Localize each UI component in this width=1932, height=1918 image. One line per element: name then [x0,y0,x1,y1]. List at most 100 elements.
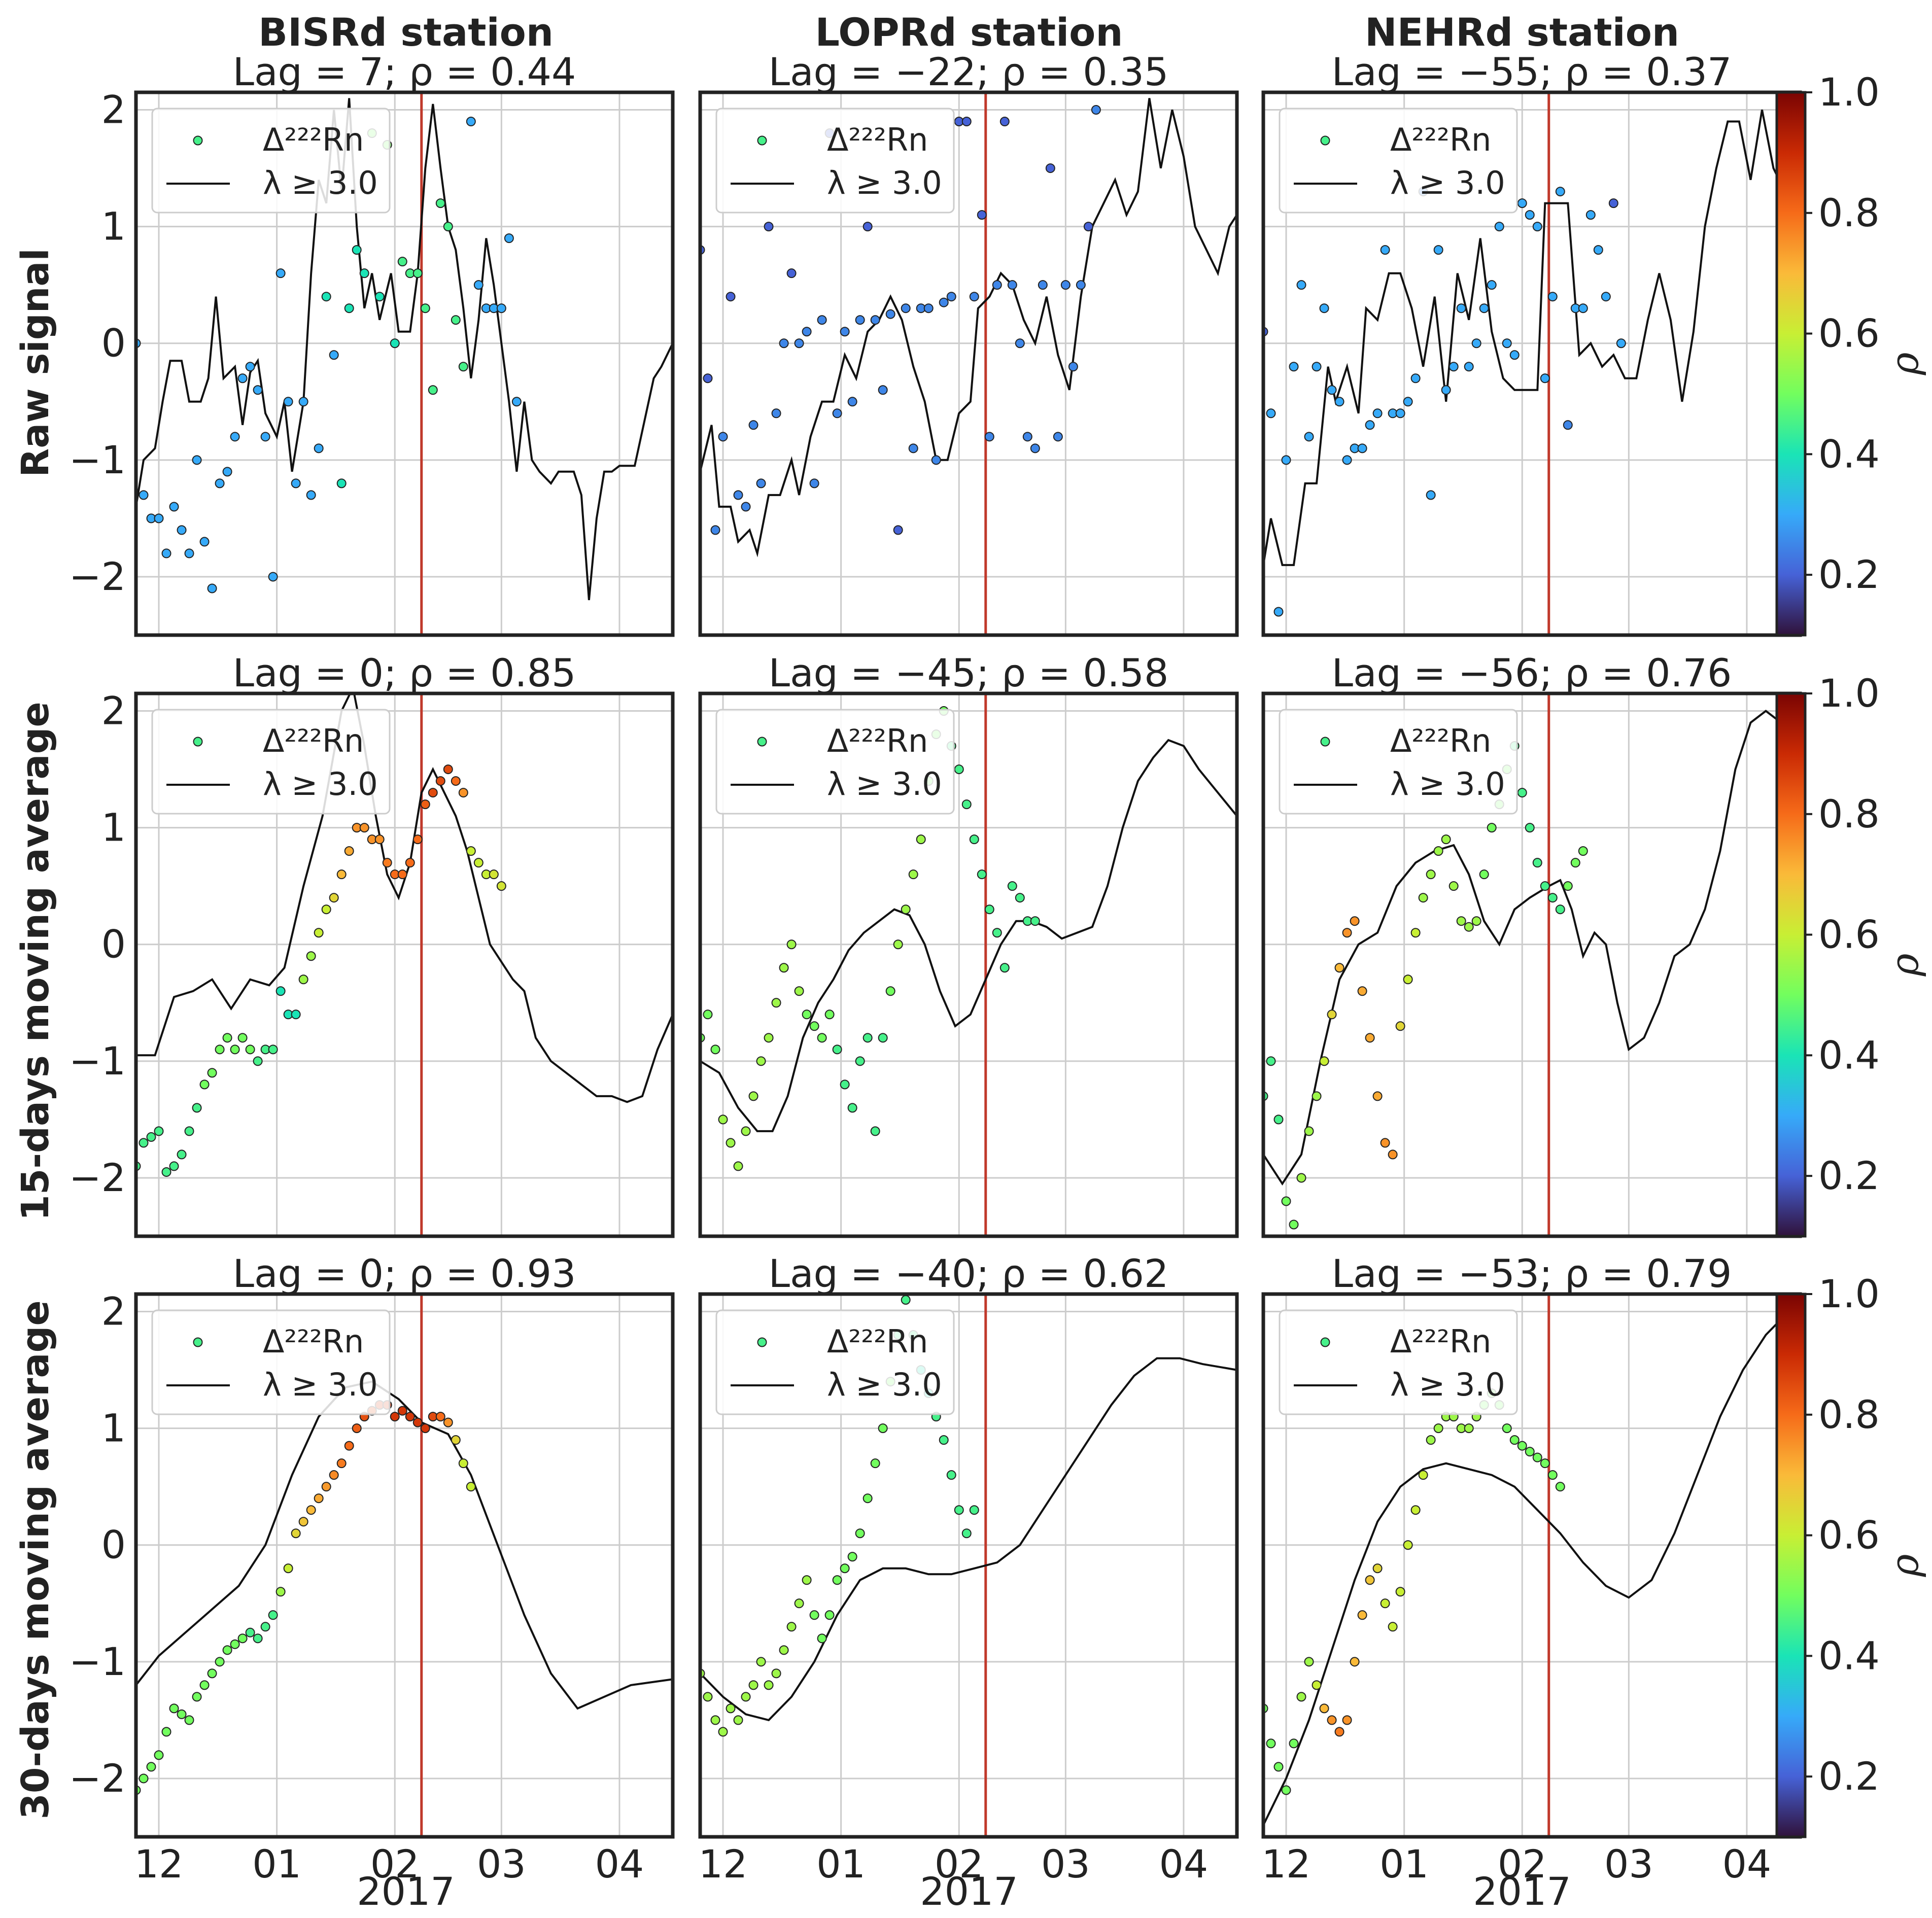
rn-data-point [207,583,217,594]
rn-data-point [1334,397,1344,407]
rn-data-point [718,1727,728,1737]
rn-data-point [466,1482,476,1492]
rn-data-point [969,1505,979,1515]
rn-data-point [1540,881,1550,891]
rn-data-point [710,1715,720,1725]
rn-data-point [901,303,911,313]
lambda-series-line [1263,110,1800,566]
rn-data-point [1372,1091,1383,1101]
rn-data-point [412,834,423,845]
rn-data-point [1509,1435,1520,1445]
rn-data-point [1312,1091,1322,1101]
panel-7: Lag = 0; ρ = 0.93 2 1 0 −1 −212 01 02 03 04 Δ²²²Rn… [69,1251,675,1887]
rn-data-point [771,1668,781,1679]
rn-data-point [1038,280,1048,290]
legend-scatter-label: Δ²²²Rn [263,121,364,158]
rn-data-point [245,362,255,372]
rn-data-point [489,869,499,880]
rn-data-point [260,1622,270,1632]
rn-data-point [748,1091,758,1101]
rn-data-point [443,222,453,232]
rn-data-point [939,1435,949,1445]
plot-content [1263,693,1800,1236]
column-title-bisrd: BISRd station [258,10,554,55]
legend-box [1279,108,1518,214]
lambda-series-line [700,1357,1237,1722]
rn-data-point [1479,303,1489,313]
rn-data-point [336,869,347,880]
rn-data-point [855,1056,865,1066]
legend-scatter-label: Δ²²²Rn [1390,1323,1491,1360]
rn-data-point [1395,408,1405,419]
rn-data-point [1547,292,1558,302]
rn-data-point [1517,788,1527,798]
rn-data-point [1357,443,1367,454]
legend-scatter-label: Δ²²²Rn [827,722,928,759]
column-title-nehrd: NEHRd station [1365,10,1679,55]
plot-content [136,1294,673,1837]
legend-scatter-marker [757,1337,767,1347]
colorbar-tick-label: 0.8 [1818,791,1880,836]
rn-data-point [1350,916,1360,926]
legend-scatter-label: Δ²²²Rn [1390,722,1491,759]
rn-data-point [268,1044,278,1055]
rn-data-point [1525,210,1535,220]
x-tick-label: 03 [477,1841,526,1887]
rn-data-point [306,490,316,500]
rn-data-point [1342,455,1352,465]
row-label-15-days: 15-days moving average [14,702,57,1220]
rn-data-point [1015,338,1025,348]
rn-data-point [703,1692,713,1702]
lambda-series-line [136,98,673,601]
rn-data-point [329,350,339,360]
panel-frame [134,90,675,637]
rn-data-point [291,1009,301,1020]
colorbar-tick-label: 1.0 [1818,69,1880,115]
rn-data-point [1593,245,1603,255]
y-tick-label: 2 [101,1289,126,1334]
rn-data-point [161,1727,171,1737]
legend-box [1279,709,1518,815]
rn-data-point [824,1009,835,1020]
rn-data-point [420,303,430,313]
rn-data-point [253,1056,263,1066]
rn-data-point [809,1610,819,1620]
rn-data-point [435,776,445,786]
rn-data-point [855,1528,865,1539]
rn-data-point [291,478,301,489]
rn-data-point [1456,916,1466,926]
rn-data-point [161,1167,171,1177]
panel-subtitle: Lag = −55; ρ = 0.37 [1332,49,1732,94]
rn-data-point [1357,1610,1367,1620]
rn-data-point [420,799,430,810]
panel-subtitle: Lag = −45; ρ = 0.58 [769,650,1169,695]
y-tick-label: 0 [101,922,126,967]
legend-line-label: λ ≥ 3.0 [827,1366,942,1403]
rn-data-point [1433,1423,1443,1434]
rn-data-point [1601,292,1611,302]
rn-data-point [199,1680,210,1690]
rn-data-point [1327,1715,1337,1725]
rn-data-point [1281,1785,1291,1795]
rn-data-point [786,1622,797,1632]
rn-data-point [710,1044,720,1055]
rn-data-point [878,1423,888,1434]
rn-data-point [177,1149,187,1160]
rn-data-point [1441,385,1451,395]
y-tick-label: 1 [101,1406,126,1451]
y-tick-label: 2 [101,688,126,734]
rn-data-point [473,280,484,290]
plot-content [700,693,1237,1236]
panel-frame [134,691,675,1238]
rn-data-point [824,1610,835,1620]
rn-data-point [511,397,522,407]
rn-data-point [809,478,819,489]
rn-data-point [222,467,232,477]
rn-data-point [1030,916,1040,926]
rn-data-point [1441,834,1451,845]
rn-data-point [984,432,994,442]
plot-content [1263,92,1800,635]
rn-data-point [199,1079,210,1090]
panel-6: Lag = −56; ρ = 0.76 Δ²²²Rn λ ≥ 3.0 [1261,650,1802,1238]
